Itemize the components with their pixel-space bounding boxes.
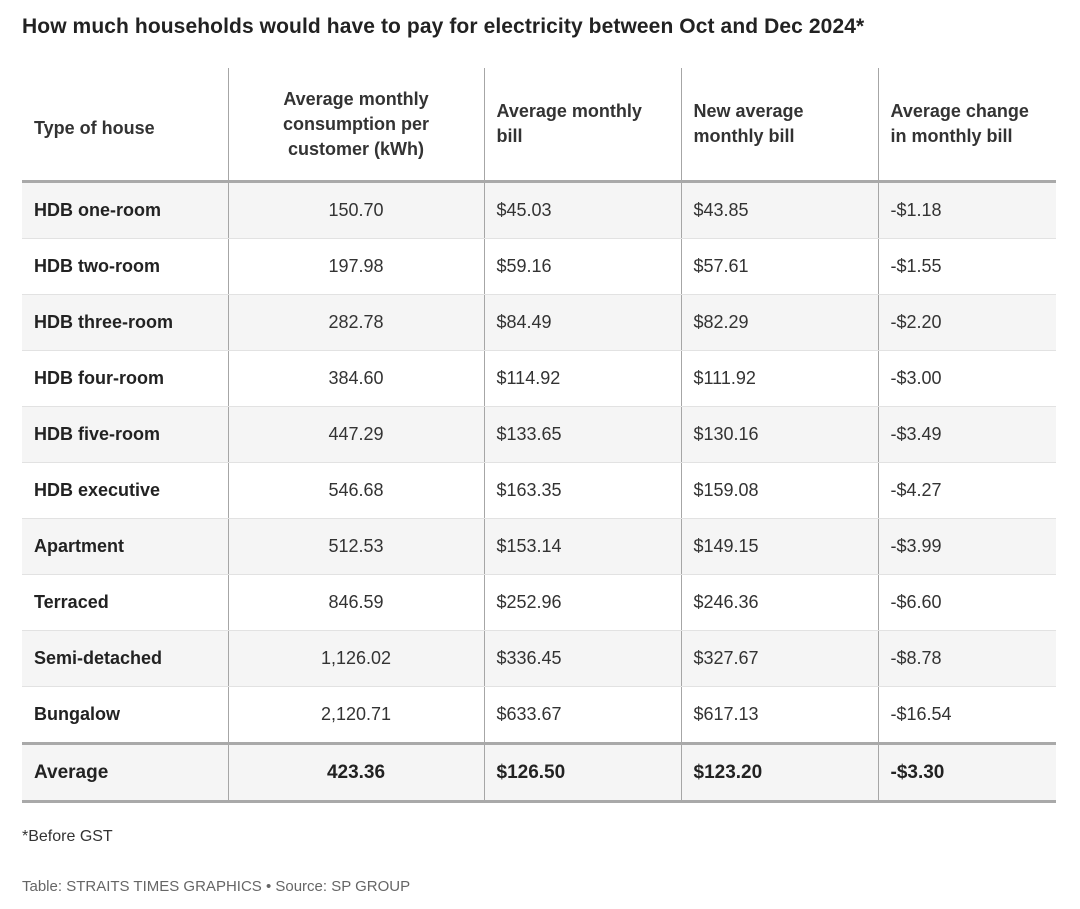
table-row: HDB one-room 150.70 $45.03 $43.85 -$1.18: [22, 181, 1056, 239]
average-row: Average 423.36 $126.50 $123.20 -$3.30: [22, 742, 1056, 803]
cell-consumption: 282.78: [227, 294, 484, 351]
table-row: HDB two-room 197.98 $59.16 $57.61 -$1.55: [22, 238, 1056, 295]
cell-bill: $59.16: [483, 238, 681, 295]
cell-new-bill: $246.36: [680, 574, 878, 631]
cell-type: Terraced: [22, 574, 228, 631]
cell-consumption: 384.60: [227, 350, 484, 407]
cell-bill: $45.03: [483, 181, 681, 239]
cell-consumption: 447.29: [227, 406, 484, 463]
cell-consumption: 1,126.02: [227, 630, 484, 687]
cell-type: Bungalow: [22, 686, 228, 744]
cell-new-bill: $43.85: [680, 181, 878, 239]
cell-consumption: 846.59: [227, 574, 484, 631]
cell-bill: $163.35: [483, 462, 681, 519]
header-new-bill: New average monthly bill: [680, 68, 878, 183]
cell-change: -$8.78: [877, 630, 1056, 687]
average-new-bill: $123.20: [680, 742, 878, 803]
cell-new-bill: $130.16: [680, 406, 878, 463]
table-row: Terraced 846.59 $252.96 $246.36 -$6.60: [22, 574, 1056, 631]
source-credit: Table: STRAITS TIMES GRAPHICS • Source: …: [22, 878, 411, 895]
cell-change: -$3.00: [877, 350, 1056, 407]
header-bill: Average monthly bill: [483, 68, 681, 183]
cell-type: Apartment: [22, 518, 228, 575]
cell-new-bill: $57.61: [680, 238, 878, 295]
cell-bill: $336.45: [483, 630, 681, 687]
cell-type: HDB five-room: [22, 406, 228, 463]
average-bill: $126.50: [483, 742, 681, 803]
cell-new-bill: $111.92: [680, 350, 878, 407]
cell-new-bill: $159.08: [680, 462, 878, 519]
cell-new-bill: $617.13: [680, 686, 878, 744]
cell-bill: $633.67: [483, 686, 681, 744]
footnote: *Before GST: [22, 828, 113, 845]
chart-title: How much households would have to pay fo…: [22, 15, 865, 38]
table-header: Type of house Average monthly consumptio…: [22, 68, 1056, 183]
cell-change: -$3.49: [877, 406, 1056, 463]
cell-new-bill: $327.67: [680, 630, 878, 687]
table-footer: Average 423.36 $126.50 $123.20 -$3.30: [22, 742, 1056, 803]
cell-change: -$6.60: [877, 574, 1056, 631]
table-body: HDB one-room 150.70 $45.03 $43.85 -$1.18 HDB …: [22, 181, 1056, 744]
cell-change: -$1.55: [877, 238, 1056, 295]
cell-bill: $153.14: [483, 518, 681, 575]
cell-bill: $114.92: [483, 350, 681, 407]
table-row: HDB five-room 447.29 $133.65 $130.16 -$3.49: [22, 406, 1056, 463]
cell-type: HDB one-room: [22, 181, 228, 239]
cell-new-bill: $149.15: [680, 518, 878, 575]
cell-consumption: 2,120.71: [227, 686, 484, 744]
table-row: HDB three-room 282.78 $84.49 $82.29 -$2.20: [22, 294, 1056, 351]
cell-change: -$2.20: [877, 294, 1056, 351]
header-row: Type of house Average monthly consumptio…: [22, 68, 1056, 183]
table-row: HDB executive 546.68 $163.35 $159.08 -$4.27: [22, 462, 1056, 519]
table-row: Semi-detached 1,126.02 $336.45 $327.67 -$8.7…: [22, 630, 1056, 687]
table-row: Apartment 512.53 $153.14 $149.15 -$3.99: [22, 518, 1056, 575]
cell-bill: $133.65: [483, 406, 681, 463]
cell-change: -$1.18: [877, 181, 1056, 239]
cell-change: -$4.27: [877, 462, 1056, 519]
cell-consumption: 512.53: [227, 518, 484, 575]
cell-type: Semi-detached: [22, 630, 228, 687]
cell-change: -$3.99: [877, 518, 1056, 575]
table-row: HDB four-room 384.60 $114.92 $111.92 -$3.00: [22, 350, 1056, 407]
cell-bill: $84.49: [483, 294, 681, 351]
cell-type: HDB executive: [22, 462, 228, 519]
cell-consumption: 150.70: [227, 181, 484, 239]
cell-change: -$16.54: [877, 686, 1056, 744]
average-consumption: 423.36: [227, 742, 484, 803]
cell-type: HDB two-room: [22, 238, 228, 295]
cell-consumption: 197.98: [227, 238, 484, 295]
cell-bill: $252.96: [483, 574, 681, 631]
average-change: -$3.30: [877, 742, 1056, 803]
average-type: Average: [22, 742, 228, 803]
electricity-table: Type of house Average monthly consumptio…: [22, 68, 1056, 803]
header-type: Type of house: [22, 68, 228, 183]
cell-type: HDB four-room: [22, 350, 228, 407]
cell-new-bill: $82.29: [680, 294, 878, 351]
cell-type: HDB three-room: [22, 294, 228, 351]
header-change: Average change in monthly bill: [877, 68, 1056, 183]
table-row: Bungalow 2,120.71 $633.67 $617.13 -$16.54: [22, 686, 1056, 744]
cell-consumption: 546.68: [227, 462, 484, 519]
header-consumption: Average monthly consumption per customer…: [227, 68, 484, 183]
